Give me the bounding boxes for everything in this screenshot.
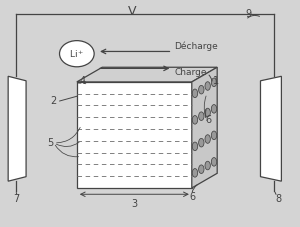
Text: 8: 8 [275, 194, 281, 204]
Text: 2: 2 [50, 96, 56, 106]
Polygon shape [260, 76, 281, 181]
Ellipse shape [192, 142, 198, 151]
Text: 7: 7 [14, 194, 20, 204]
Ellipse shape [205, 161, 210, 170]
Text: 9: 9 [245, 9, 252, 19]
Text: 6: 6 [205, 115, 211, 125]
Ellipse shape [192, 89, 198, 98]
Text: Charge: Charge [175, 68, 207, 77]
Ellipse shape [199, 138, 204, 147]
Text: 6: 6 [189, 192, 196, 202]
Text: Li$^+$: Li$^+$ [69, 48, 85, 59]
Ellipse shape [199, 165, 204, 173]
Ellipse shape [192, 169, 198, 177]
Ellipse shape [211, 105, 217, 113]
Text: V: V [128, 5, 136, 18]
Polygon shape [77, 82, 192, 188]
Polygon shape [8, 76, 26, 181]
Ellipse shape [205, 82, 210, 90]
Text: 4: 4 [80, 76, 86, 86]
Text: Décharge: Décharge [175, 41, 218, 51]
Polygon shape [77, 67, 217, 82]
Text: 5: 5 [47, 138, 53, 148]
Ellipse shape [211, 158, 217, 166]
Ellipse shape [211, 131, 217, 140]
Ellipse shape [211, 78, 217, 87]
Ellipse shape [205, 135, 210, 143]
Text: 1: 1 [213, 76, 219, 86]
Ellipse shape [199, 112, 204, 121]
Polygon shape [192, 67, 217, 188]
Ellipse shape [199, 85, 204, 94]
Ellipse shape [192, 116, 198, 124]
Ellipse shape [205, 108, 210, 117]
Circle shape [59, 41, 94, 67]
Text: 3: 3 [131, 199, 137, 209]
